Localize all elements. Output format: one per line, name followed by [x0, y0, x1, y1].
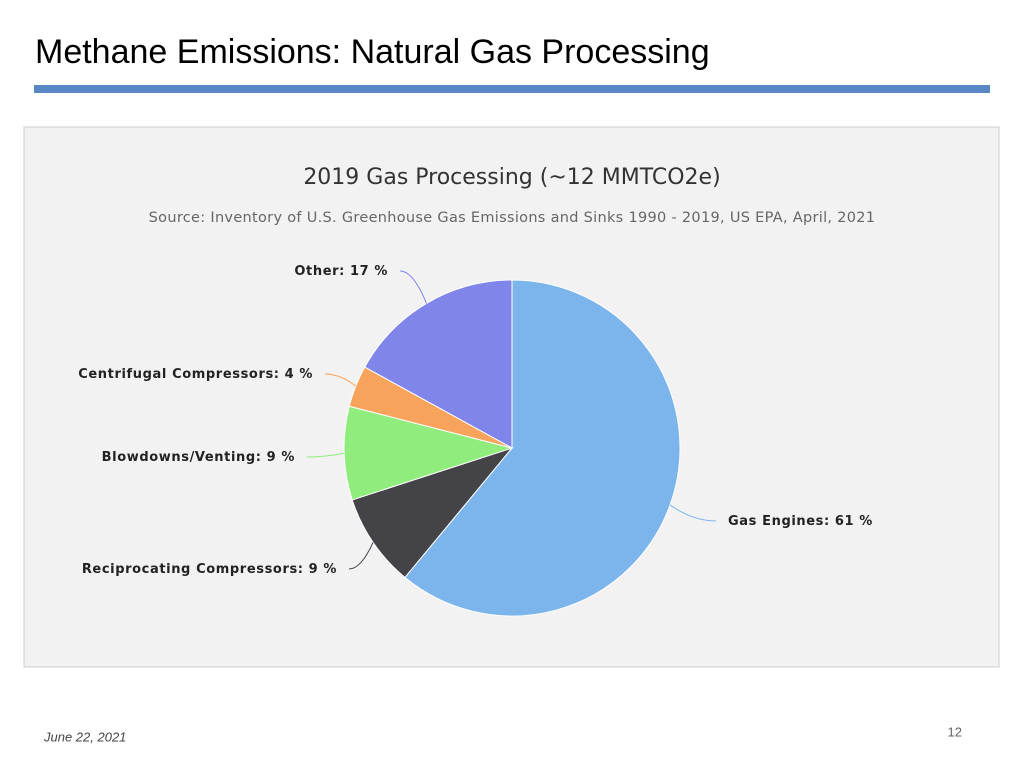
data-label: Blowdowns/Venting: 9 %	[102, 450, 295, 465]
label-value: 9 %	[267, 450, 295, 465]
page-number: 12	[948, 724, 962, 739]
chart-title: 2019 Gas Processing (~12 MMTCO2e)	[303, 165, 720, 190]
connector	[348, 542, 374, 570]
title-rule	[34, 85, 990, 93]
label-name: Blowdowns/Venting:	[102, 450, 262, 465]
connector	[399, 270, 427, 304]
label-name: Centrifugal Compressors:	[78, 367, 279, 382]
label-name: Gas Engines:	[728, 514, 830, 529]
connector	[669, 504, 717, 522]
chart-subtitle: Source: Inventory of U.S. Greenhouse Gas…	[149, 210, 876, 226]
pie: Gas Engines: 61 % Reciprocating Compressor…	[78, 264, 873, 617]
label-value: 9 %	[309, 562, 337, 577]
pie-slice	[343, 405, 514, 501]
label-value: 4 %	[285, 367, 313, 382]
label-name: Other:	[294, 264, 345, 279]
label-name: Reciprocating Compressors:	[82, 562, 304, 577]
data-label: Reciprocating Compressors: 9 %	[82, 562, 337, 577]
data-label: Other: 17 %	[294, 264, 388, 279]
label-value: 17 %	[350, 264, 388, 279]
footer-date: June 22, 2021	[43, 729, 126, 744]
label-value: 61 %	[835, 514, 873, 529]
slide-title: Methane Emissions: Natural Gas Processin…	[35, 33, 710, 71]
pie-slice	[351, 446, 514, 579]
data-label: Gas Engines: 61 %	[728, 514, 873, 529]
data-label: Centrifugal Compressors: 4 %	[78, 367, 313, 382]
pie-slice	[364, 279, 513, 449]
connector	[306, 452, 345, 458]
connector	[324, 373, 357, 387]
